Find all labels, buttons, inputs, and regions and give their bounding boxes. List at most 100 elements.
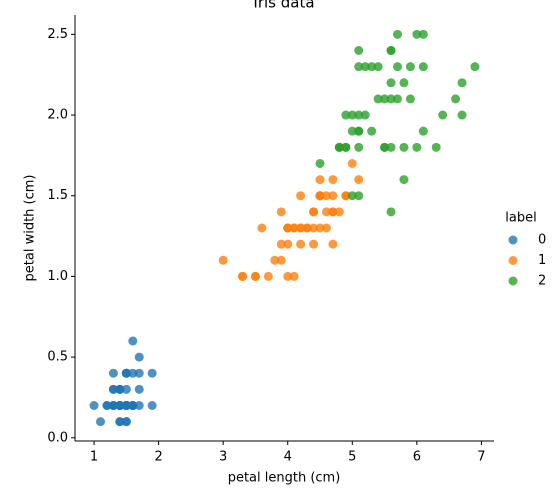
point [321,191,331,201]
point [360,110,370,120]
legend-label: 1 [538,253,546,268]
x-tick-label: 2 [154,450,162,465]
legend-marker [508,276,518,286]
point [250,271,260,281]
point [283,223,293,233]
point [334,142,344,152]
point [418,29,428,39]
point [276,207,286,217]
point [405,62,415,72]
y-tick-label: 2.0 [47,108,68,123]
legend-marker [508,256,518,265]
legend-label: 0 [538,233,546,248]
y-tick-label: 0.5 [47,350,68,365]
y-axis-label: petal width (cm) [23,175,38,282]
point [386,46,396,55]
point [218,255,228,265]
point [309,223,319,233]
x-tick-label: 5 [348,450,356,465]
point [121,384,131,394]
point [373,94,383,104]
point [128,401,138,410]
point [296,223,306,233]
point [341,110,351,120]
point [334,207,344,217]
point [257,223,267,233]
point [399,142,409,152]
point [418,62,428,72]
point [121,417,131,427]
point [354,110,364,120]
point [431,142,441,152]
point [373,62,383,72]
point [328,175,338,185]
point [315,158,325,168]
point [128,336,138,346]
point [276,239,286,249]
point [115,417,125,427]
point [108,401,118,410]
point [341,191,351,201]
y-tick-label: 2.5 [47,27,68,42]
point [134,401,144,410]
x-axis-label: petal length (cm) [228,471,341,486]
point [270,255,280,265]
y-tick-label: 1.5 [47,188,68,203]
point [309,207,319,217]
point [276,255,286,265]
point [121,401,131,410]
legend-title: label [505,211,536,226]
x-tick-label: 4 [284,450,292,465]
point [315,191,325,201]
x-tick-label: 1 [90,450,98,465]
point [386,207,396,217]
point [392,94,402,104]
point [134,384,144,394]
point [354,142,364,152]
point [470,62,480,72]
point [296,191,306,201]
point [399,78,409,88]
point [367,126,377,136]
point [380,142,390,152]
point [321,207,331,217]
point [89,401,99,410]
point [347,126,357,136]
point [392,62,402,72]
point [134,368,144,378]
point [108,368,118,378]
point [283,239,293,249]
point [341,142,351,152]
point [412,29,422,39]
y-tick-label: 1.0 [47,269,68,284]
point [283,271,293,281]
point [147,401,157,410]
point [315,175,325,185]
point [354,126,364,136]
point [347,158,357,168]
point [354,191,364,201]
point [328,239,338,249]
point [115,401,125,410]
x-tick-label: 7 [477,450,485,465]
point [347,110,357,120]
point [367,62,377,72]
point [289,223,299,233]
point [386,94,396,104]
point [296,239,306,249]
point [386,78,396,88]
point [102,401,112,410]
point [96,417,106,427]
point [115,384,125,394]
point [386,142,396,152]
point [347,191,357,201]
point [134,352,144,362]
point [457,78,467,88]
legend-label: 2 [538,274,546,289]
point [412,142,422,152]
point [128,368,138,378]
point [354,175,364,185]
point [399,175,409,185]
x-tick-label: 3 [219,450,227,465]
